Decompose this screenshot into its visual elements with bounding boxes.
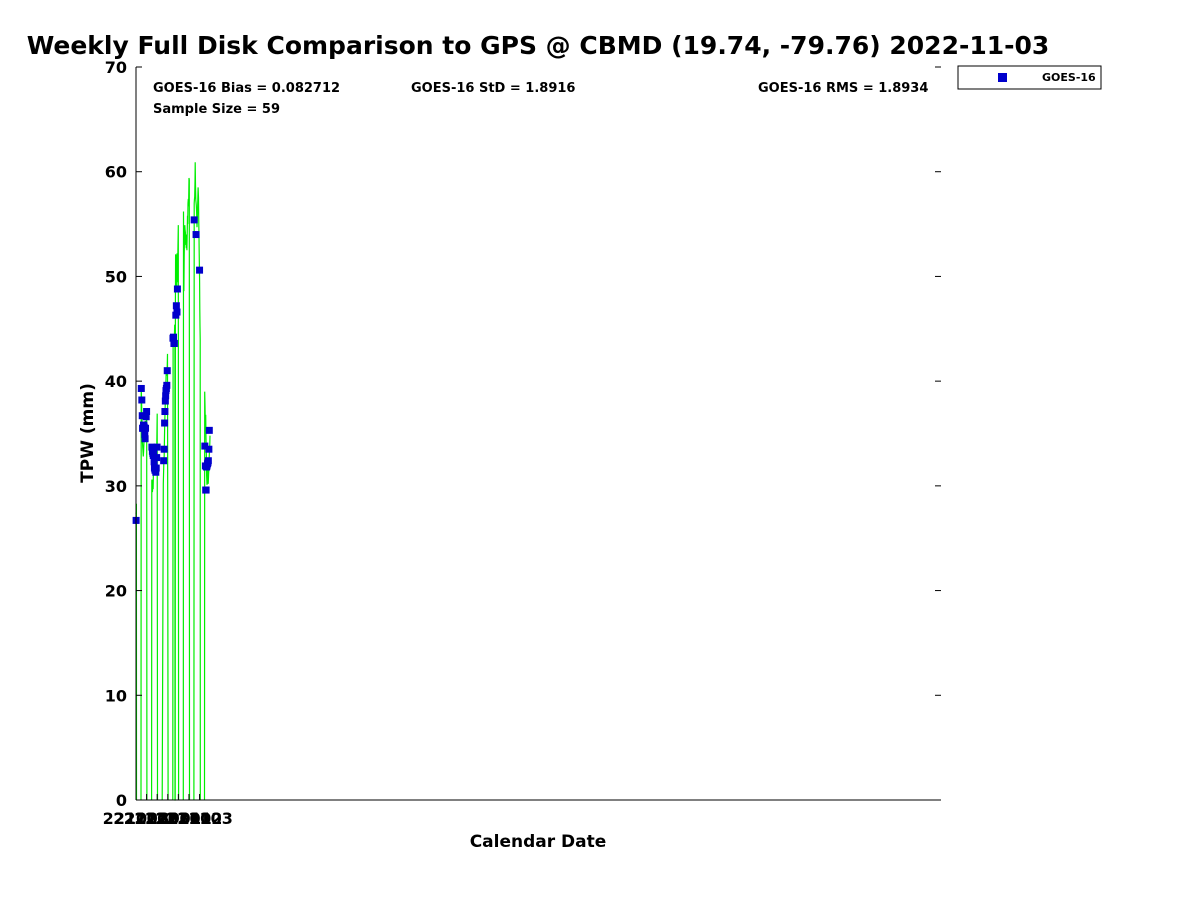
goes16-point [142,413,150,421]
legend: GOES-16 [957,65,1102,90]
y-tick-label: 20 [105,582,127,601]
goes16-point [169,333,177,341]
legend-marker-goes16 [998,73,1007,82]
x-axis-ticks: 2210282210292210302210312211012211022211… [103,794,233,828]
goes16-point [205,426,213,434]
sample-size-stat: Sample Size = 59 [153,102,280,117]
bias-stat: GOES-16 Bias = 0.082712 [153,81,340,96]
goes16-point [192,231,200,239]
goes16-point [141,431,149,439]
y-tick-label: 50 [105,267,127,286]
goes16-point [160,457,168,465]
y-axis-ticks: 0 10 20 30 40 50 60 70 [105,58,941,810]
std-stat: GOES-16 StD = 1.8916 [411,81,575,96]
goes16-point [201,442,209,450]
goes16-point [170,339,178,347]
goes16-point [141,435,149,443]
goes16-point [138,396,146,404]
legend-label-goes16: GOES-16 [1042,71,1096,84]
goes16-point [142,424,150,432]
x-tick-label: 221101 [145,809,212,828]
goes16-point [162,392,170,400]
goes16-point [161,397,169,405]
x-tick-label: 221029 [113,809,180,828]
goes16-point [163,367,171,375]
x-tick-label: 221028 [103,809,170,828]
y-tick-label: 40 [105,372,127,391]
goes16-point [152,468,160,476]
plot-area: 0 10 20 30 40 50 60 70 221028221029221030221031… [103,58,941,828]
goes16-point [160,445,168,453]
goes16-point [153,443,161,451]
x-axis-label: Calendar Date [470,832,607,852]
rms-stat: GOES-16 RMS = 1.8934 [758,81,928,96]
goes16-point [161,408,169,416]
goes16-point [173,308,181,316]
goes16-point [163,381,171,389]
y-tick-label: 30 [105,477,127,496]
goes16-point [153,454,161,462]
goes16-point [137,384,145,392]
y-tick-label: 10 [105,686,127,705]
x-tick-label: 221030 [124,809,191,828]
y-tick-label: 70 [105,58,127,77]
goes16-point [196,266,204,274]
gps-line-segment [182,177,191,801]
goes16-point [143,408,151,416]
x-tick-label: 221102 [156,809,223,828]
goes16-point [148,443,156,451]
goes16-series-points [132,216,213,524]
goes16-point [150,449,158,457]
legend-box [957,65,1102,90]
goes16-point [152,464,160,472]
chart-title: Weekly Full Disk Comparison to GPS @ CBM… [27,31,1050,60]
goes16-point [205,445,213,453]
goes16-point [202,486,210,494]
goes16-point [138,412,146,420]
goes16-point [172,302,180,310]
x-tick-label: 221103 [166,809,233,828]
goes16-point [161,419,169,427]
x-tick-label: 221031 [134,809,201,828]
y-axis-label: TPW (mm) [78,383,98,483]
y-tick-label: 60 [105,163,127,182]
goes16-point [150,458,158,466]
goes16-point [204,457,212,465]
goes16-point [190,216,198,224]
plot-background [136,67,941,800]
goes16-point [173,285,181,293]
y-tick-label: 0 [116,791,127,810]
